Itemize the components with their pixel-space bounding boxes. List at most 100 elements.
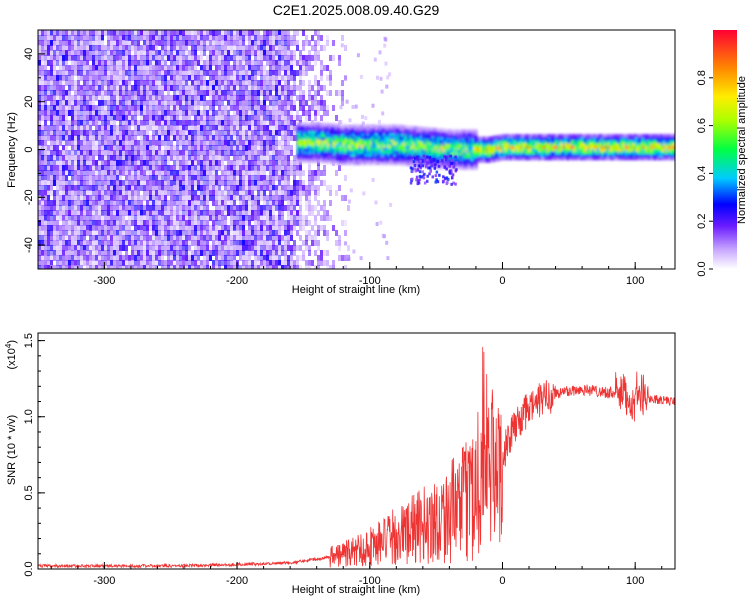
spectrogram-cell <box>77 150 80 156</box>
spectrogram-cell <box>47 105 50 111</box>
spectrogram-cell <box>197 55 200 61</box>
spectrogram-cell <box>125 200 128 206</box>
spectrogram-cell <box>230 45 233 51</box>
spectrogram-cell <box>80 30 83 36</box>
spectrogram-cell <box>134 180 137 186</box>
spectrogram-cell <box>176 55 179 61</box>
spectrogram-cell <box>107 120 110 126</box>
spectrogram-cell <box>83 50 86 56</box>
spectrogram-cell <box>41 115 44 121</box>
spectrogram-cell <box>188 225 191 231</box>
spectrogram-cell <box>338 127 341 131</box>
spectrogram-cell <box>230 90 233 96</box>
spectrogram-cell <box>218 255 221 261</box>
spectrogram-cell <box>68 50 71 56</box>
spectrogram-cell <box>74 175 77 181</box>
spectrogram-cell <box>257 170 260 176</box>
spectrogram-cell <box>155 240 158 246</box>
spectrogram-cell <box>104 100 107 106</box>
spectrogram-cell <box>173 175 176 181</box>
spectrogram-cell <box>71 80 74 86</box>
spectrogram-cell <box>89 265 92 269</box>
spectrogram-cell <box>176 215 179 221</box>
spectrogram-cell <box>251 260 254 266</box>
spectrogram-cell <box>260 130 263 136</box>
spectrogram-cell <box>242 245 245 251</box>
spectrogram-cell <box>38 210 41 216</box>
spectrogram-cell <box>354 150 357 154</box>
spectrogram-cell <box>327 146 330 150</box>
spectrogram-cell <box>257 245 260 251</box>
spectrogram-cell <box>98 95 101 101</box>
spectrogram-cell <box>323 142 327 147</box>
spectrogram-cell <box>83 30 86 36</box>
spectrogram-cell <box>215 220 218 226</box>
spectrogram-cell <box>284 90 287 96</box>
spectrogram-cell <box>86 45 89 51</box>
spectrogram-cell <box>110 55 113 61</box>
spectrogram-cell <box>182 70 185 76</box>
spectrogram-cell <box>239 110 242 116</box>
spectrogram-cell <box>200 195 203 201</box>
spectrogram-cell <box>281 135 284 141</box>
spectrogram-cell <box>308 245 311 251</box>
spectrogram-cell <box>83 165 86 171</box>
spectrogram-cell <box>278 60 281 66</box>
spectrogram-cell <box>197 100 200 106</box>
spectrogram-cell <box>242 45 245 51</box>
spectrogram-cell <box>158 235 161 241</box>
spectrogram-cell <box>230 210 233 216</box>
spectrogram-cell <box>275 170 278 176</box>
spectrogram-cell <box>95 145 98 151</box>
spectrogram-cell <box>44 30 47 36</box>
spectrogram-cell <box>56 160 59 166</box>
spectrogram-cell <box>101 240 104 246</box>
spectrogram-cell <box>125 265 128 269</box>
spectrogram-cell <box>311 175 314 181</box>
spectrogram-cell <box>200 225 203 231</box>
spectrogram-cell <box>68 95 71 101</box>
spectrogram-cell <box>38 160 41 166</box>
spectrogram-cell <box>50 225 53 231</box>
spectrogram-cell <box>38 200 41 206</box>
spectrogram-cell <box>71 240 74 246</box>
spectrogram-cell <box>383 36 387 41</box>
spectrogram-cell <box>314 205 317 211</box>
spectrogram-cell <box>128 170 131 176</box>
spectrogram-cell <box>206 235 209 241</box>
spectrogram-cell <box>107 170 110 176</box>
spectrogram-cell <box>315 159 319 163</box>
spectrogram-cell <box>203 40 206 46</box>
spectrogram-cell <box>149 215 152 221</box>
spectrogram-cell <box>143 130 146 136</box>
spectrogram-cell <box>56 80 59 86</box>
spectrogram-cell <box>113 140 116 146</box>
spectrogram-cell <box>116 70 119 76</box>
spectrogram-cell <box>173 240 176 246</box>
spectrogram-cell <box>44 205 47 211</box>
spectrogram-cell <box>358 124 362 128</box>
spectrogram-cell <box>173 250 176 256</box>
spectrogram-cell <box>128 130 131 136</box>
spectrogram-cell <box>95 250 98 256</box>
spectrogram-cell <box>83 55 86 61</box>
spectrogram-cell <box>104 70 107 76</box>
spectrogram-cell <box>149 240 152 246</box>
spectrogram-cell <box>284 75 287 81</box>
spectrogram-cell <box>65 195 68 201</box>
spectrogram-cell <box>378 119 381 124</box>
spectrogram-cell <box>197 45 200 51</box>
spectrogram-cell <box>134 60 137 66</box>
spectrogram-cell <box>346 254 350 259</box>
spectrogram-cell <box>301 136 305 140</box>
spectrogram-cell <box>304 136 308 140</box>
spectrogram-cell <box>284 195 287 201</box>
spectrogram-cell <box>344 255 347 261</box>
spectrogram-cell <box>221 115 224 121</box>
spectrogram-cell <box>290 215 293 221</box>
spectrogram-cell <box>308 40 311 46</box>
spectrogram-cell <box>77 200 80 206</box>
spectrogram-cell <box>59 80 62 86</box>
spectrogram-cell <box>206 185 209 191</box>
spectrogram-cell <box>86 50 89 56</box>
